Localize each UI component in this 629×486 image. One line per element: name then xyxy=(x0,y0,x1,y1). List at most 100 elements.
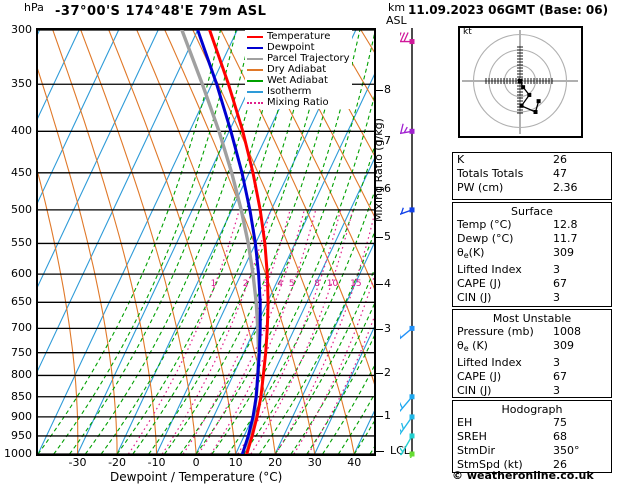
legend-item: Mixing Ratio xyxy=(247,97,350,108)
legend-swatch xyxy=(247,57,263,60)
legend-label: Isotherm xyxy=(267,86,312,97)
mixing-ratio-axis-label: Mixing Ratio (g/kg) xyxy=(372,118,385,222)
altitude-tick xyxy=(376,140,383,142)
stat-value: 1008 xyxy=(553,325,581,338)
stat-value: 47 xyxy=(553,167,567,180)
altitude-tick xyxy=(376,283,383,285)
legend-label: Mixing Ratio xyxy=(267,97,329,108)
altitude-reference-label: ASL xyxy=(386,14,407,27)
stat-key: StmDir xyxy=(457,444,496,457)
legend-swatch xyxy=(247,90,263,93)
legend-swatch xyxy=(247,101,263,104)
legend-item: Wet Adiabat xyxy=(247,75,350,86)
legend-label: Parcel Trajectory xyxy=(267,53,350,64)
legend-item: Dewpoint xyxy=(247,42,350,53)
stat-value: 3 xyxy=(553,291,560,304)
surface-row: Temp (°C) 12.8 xyxy=(453,218,611,232)
temperature-tick-label: -30 xyxy=(68,456,87,469)
legend-item: Parcel Trajectory xyxy=(247,53,350,64)
pressure-tick-label: 550 xyxy=(11,236,32,250)
temperature-tick-label: 30 xyxy=(307,456,322,469)
altitude-tick xyxy=(376,90,383,92)
pressure-tick-label: 700 xyxy=(11,321,32,335)
mixing-ratio-label: 15 xyxy=(350,278,362,289)
altitude-tick-label: 1 xyxy=(384,409,391,423)
stat-key: CIN (J) xyxy=(457,291,492,304)
index-row: Totals Totals 47 xyxy=(453,167,611,181)
stat-value: 11.7 xyxy=(553,232,578,245)
stat-key: SREH xyxy=(457,430,487,443)
pressure-tick-label: 600 xyxy=(11,267,32,281)
stat-key: K xyxy=(457,153,465,166)
stat-key: CAPE (J) xyxy=(457,277,502,290)
altitude-tick xyxy=(376,189,383,191)
stat-value: 67 xyxy=(553,370,567,383)
hodo-stat-row: SREH 68 xyxy=(453,430,611,444)
surface-row: θe(K) 309 xyxy=(453,246,611,263)
surface-panel: Surface Temp (°C) 12.8 Dewp (°C) 11.7 θe(K) 30… xyxy=(452,202,612,307)
stat-key: θe (K) xyxy=(457,339,488,353)
index-row: K 26 xyxy=(453,153,611,167)
surface-row: Lifted Index 3 xyxy=(453,263,611,277)
legend-label: Wet Adiabat xyxy=(267,75,328,86)
lcl-tick xyxy=(376,451,384,452)
pressure-tick-label: 400 xyxy=(11,124,32,138)
stat-value: 3 xyxy=(553,356,560,369)
unstable-title: Most Unstable xyxy=(492,312,572,325)
legend-swatch xyxy=(247,46,263,49)
mixing-ratio-label: 3 xyxy=(262,278,269,289)
surface-title: Surface xyxy=(511,205,553,218)
stat-value: 75 xyxy=(553,416,567,429)
altitude-tick-label: 3 xyxy=(384,321,391,335)
stat-value: 3 xyxy=(553,384,560,397)
stat-value: 309 xyxy=(553,339,574,352)
pressure-tick-label: 850 xyxy=(11,389,32,403)
pressure-tick-label: 450 xyxy=(11,165,32,179)
surface-row: CAPE (J) 67 xyxy=(453,277,611,291)
indices-panel: K 26 Totals Totals 47 PW (cm) 2.36 xyxy=(452,152,612,200)
stat-key: PW (cm) xyxy=(457,181,504,194)
stat-key: EH xyxy=(457,416,473,429)
stat-value: 26 xyxy=(553,458,567,471)
stat-value: 2.36 xyxy=(553,181,578,194)
altitude-tick xyxy=(376,328,383,330)
legend-swatch xyxy=(247,68,263,71)
hodo-stat-row: StmDir 350° xyxy=(453,444,611,458)
stat-value: 3 xyxy=(553,263,560,276)
mixing-ratio-label: 10 xyxy=(326,278,339,289)
legend: Temperature Dewpoint Parcel Trajectory Dry … xyxy=(245,30,352,109)
pressure-tick-label: 500 xyxy=(11,202,32,216)
pressure-tick-label: 300 xyxy=(11,23,32,36)
index-row: PW (cm) 2.36 xyxy=(453,181,611,195)
mixing-ratio-label: 4 xyxy=(277,278,283,289)
mixing-ratio-label: 8 xyxy=(314,278,320,289)
temperature-tick-label: 10 xyxy=(228,456,243,469)
stat-key: CAPE (J) xyxy=(457,370,502,383)
unstable-row: θe (K) 309 xyxy=(453,339,611,356)
stat-key: Dewp (°C) xyxy=(457,232,514,245)
unstable-row: CAPE (J) 67 xyxy=(453,370,611,384)
skewt-plot xyxy=(38,30,374,454)
pressure-tick-label: 350 xyxy=(11,77,32,91)
stat-key: Lifted Index xyxy=(457,356,522,369)
most-unstable-panel: Most Unstable Pressure (mb) 1008 θe (K) 309 L… xyxy=(452,309,612,398)
mixing-ratio-label: 5 xyxy=(288,278,295,289)
legend-swatch xyxy=(247,35,263,38)
stat-key: StmSpd (kt) xyxy=(457,458,523,471)
stat-key: Temp (°C) xyxy=(457,218,512,231)
stat-value: 26 xyxy=(553,153,567,166)
altitude-tick-label: 6 xyxy=(384,182,391,196)
mixing-ratio-label: 2 xyxy=(242,278,249,289)
surface-row: CIN (J) 3 xyxy=(453,291,611,305)
altitude-tick-label: 7 xyxy=(384,133,391,147)
stat-value: 12.8 xyxy=(553,218,578,231)
pressure-unit-label: hPa xyxy=(24,1,44,14)
unstable-row: Pressure (mb) 1008 xyxy=(453,325,611,339)
stat-value: 68 xyxy=(553,430,567,443)
hodo-stat-row: EH 75 xyxy=(453,416,611,430)
altitude-tick xyxy=(376,373,383,375)
stat-key: θe(K) xyxy=(457,246,485,260)
altitude-tick-label: 2 xyxy=(384,366,391,380)
stat-value: 67 xyxy=(553,277,567,290)
lcl-label: LCL xyxy=(390,444,410,457)
